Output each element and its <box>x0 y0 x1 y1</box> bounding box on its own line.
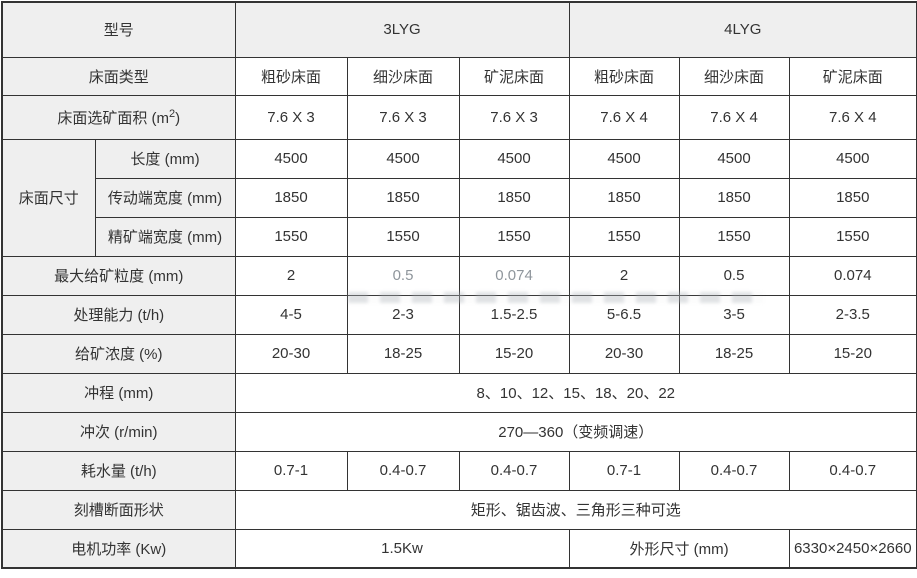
bed-length-cell: 4500 <box>346 138 460 179</box>
model-3lyg-header: 3LYG <box>234 1 570 58</box>
feed-density-cell: 15-20 <box>788 333 917 374</box>
bed-length-cell: 4500 <box>458 138 570 179</box>
bed-area-label-text: 床面选矿面积 (m <box>57 109 170 127</box>
bed-type-cell: 矿泥床面 <box>458 56 570 96</box>
model-row: 型号 3LYG 4LYG <box>1 1 917 58</box>
stroke-row: 冲程 (mm) 8、10、12、15、18、20、22 <box>1 372 917 413</box>
overall-dimension-label: 外形尺寸 (mm) <box>568 528 790 569</box>
water-cell: 0.7-1 <box>234 450 348 491</box>
feed-density-label: 给矿浓度 (%) <box>1 333 236 374</box>
groove-label: 刻槽断面形状 <box>1 489 236 530</box>
drive-end-width-cell: 1850 <box>678 177 790 218</box>
bed-area-row-label: 床面选矿面积 (m2) <box>1 94 236 140</box>
concentrate-end-width-cell: 1550 <box>346 216 460 257</box>
capacity-cell: 3-5 <box>678 294 790 335</box>
max-feed-size-cell: 0.074 <box>458 255 570 296</box>
max-feed-size-cell: 0.5 <box>346 255 460 296</box>
frequency-row: 冲次 (r/min) 270—360（变频调速） <box>1 411 917 452</box>
bed-type-cell: 矿泥床面 <box>788 56 917 96</box>
bed-type-cell: 细沙床面 <box>678 56 790 96</box>
bed-length-cell: 4500 <box>234 138 348 179</box>
bed-area-label-close: ) <box>175 109 181 127</box>
water-cell: 0.4-0.7 <box>346 450 460 491</box>
concentrate-end-width-label: 精矿端宽度 (mm) <box>94 216 236 257</box>
bed-area-cell: 7.6 X 4 <box>568 94 680 140</box>
bed-area-cell: 7.6 X 3 <box>346 94 460 140</box>
concentrate-end-width-cell: 1550 <box>678 216 790 257</box>
concentrate-end-width-cell: 1550 <box>788 216 917 257</box>
max-feed-size-cell: 2 <box>568 255 680 296</box>
feed-density-cell: 18-25 <box>346 333 460 374</box>
model-4lyg-header: 4LYG <box>568 1 917 58</box>
capacity-cell: 2-3 <box>346 294 460 335</box>
bed-length-cell: 4500 <box>678 138 790 179</box>
water-row: 耗水量 (t/h) 0.7-1 0.4-0.7 0.4-0.7 0.7-1 0.… <box>1 450 917 491</box>
bed-area-row: 床面选矿面积 (m2) 7.6 X 3 7.6 X 3 7.6 X 3 7.6 … <box>1 94 917 140</box>
feed-density-cell: 20-30 <box>568 333 680 374</box>
drive-end-width-cell: 1850 <box>788 177 917 218</box>
drive-end-width-cell: 1850 <box>458 177 570 218</box>
frequency-label: 冲次 (r/min) <box>1 411 236 452</box>
water-label: 耗水量 (t/h) <box>1 450 236 491</box>
capacity-cell: 1.5-2.5 <box>458 294 570 335</box>
concentrate-end-width-cell: 1550 <box>234 216 348 257</box>
max-feed-size-cell: 0.074 <box>788 255 917 296</box>
bed-type-cell: 粗砂床面 <box>234 56 348 96</box>
bed-size-group-label: 床面尺寸 <box>1 138 96 257</box>
concentrate-end-width-cell: 1550 <box>458 216 570 257</box>
drive-end-width-cell: 1850 <box>568 177 680 218</box>
capacity-cell: 5-6.5 <box>568 294 680 335</box>
max-feed-size-cell: 0.5 <box>678 255 790 296</box>
feed-density-cell: 15-20 <box>458 333 570 374</box>
stroke-label: 冲程 (mm) <box>1 372 236 413</box>
bed-type-cell: 细沙床面 <box>346 56 460 96</box>
bed-area-cell: 7.6 X 4 <box>678 94 790 140</box>
bed-length-cell: 4500 <box>568 138 680 179</box>
max-feed-size-cell: 2 <box>234 255 348 296</box>
concentrate-end-width-cell: 1550 <box>568 216 680 257</box>
drive-end-width-row: 传动端宽度 (mm) 1850 1850 1850 1850 1850 1850 <box>2 177 917 218</box>
capacity-label: 处理能力 (t/h) <box>1 294 236 335</box>
groove-value: 矩形、锯齿波、三角形三种可选 <box>234 489 917 530</box>
frequency-value: 270—360（变频调速） <box>234 411 917 452</box>
drive-end-width-cell: 1850 <box>234 177 348 218</box>
overall-dimension-value: 6330×2450×2660 <box>788 528 917 569</box>
bed-length-label: 长度 (mm) <box>94 138 236 179</box>
bed-area-label-sup: 2 <box>169 107 176 120</box>
bed-length-cell: 4500 <box>788 138 917 179</box>
concentrate-end-width-row: 精矿端宽度 (mm) 1550 1550 1550 1550 1550 1550 <box>2 216 917 257</box>
motor-power-value: 1.5Kw <box>234 528 570 569</box>
bed-area-cell: 7.6 X 3 <box>458 94 570 140</box>
motor-label: 电机功率 (Kw) <box>1 528 236 569</box>
feed-density-cell: 20-30 <box>234 333 348 374</box>
drive-end-width-cell: 1850 <box>346 177 460 218</box>
model-row-label: 型号 <box>1 1 236 58</box>
water-cell: 0.4-0.7 <box>788 450 917 491</box>
water-cell: 0.4-0.7 <box>458 450 570 491</box>
max-feed-size-label: 最大给矿粒度 (mm) <box>1 255 236 296</box>
bed-area-cell: 7.6 X 3 <box>234 94 348 140</box>
motor-row: 电机功率 (Kw) 1.5Kw 外形尺寸 (mm) 6330×2450×2660 <box>1 528 917 569</box>
bed-length-row: 床面尺寸 长度 (mm) 4500 4500 4500 4500 4500 45… <box>1 138 917 257</box>
capacity-row: 处理能力 (t/h) 4-5 2-3 1.5-2.5 5-6.5 3-5 2-3… <box>1 294 917 335</box>
max-feed-size-row: 最大给矿粒度 (mm) 2 0.5 0.074 2 0.5 0.074 <box>1 255 917 296</box>
feed-density-row: 给矿浓度 (%) 20-30 18-25 15-20 20-30 18-25 1… <box>1 333 917 374</box>
water-cell: 0.7-1 <box>568 450 680 491</box>
capacity-cell: 4-5 <box>234 294 348 335</box>
bed-type-cell: 粗砂床面 <box>568 56 680 96</box>
stroke-value: 8、10、12、15、18、20、22 <box>234 372 917 413</box>
feed-density-cell: 18-25 <box>678 333 790 374</box>
groove-row: 刻槽断面形状 矩形、锯齿波、三角形三种可选 <box>1 489 917 530</box>
bed-type-row-label: 床面类型 <box>1 56 236 96</box>
bed-area-cell: 7.6 X 4 <box>788 94 917 140</box>
capacity-cell: 2-3.5 <box>788 294 917 335</box>
water-cell: 0.4-0.7 <box>678 450 790 491</box>
bed-type-row: 床面类型 粗砂床面 细沙床面 矿泥床面 粗砂床面 细沙床面 矿泥床面 <box>1 56 917 96</box>
drive-end-width-label: 传动端宽度 (mm) <box>94 177 236 218</box>
